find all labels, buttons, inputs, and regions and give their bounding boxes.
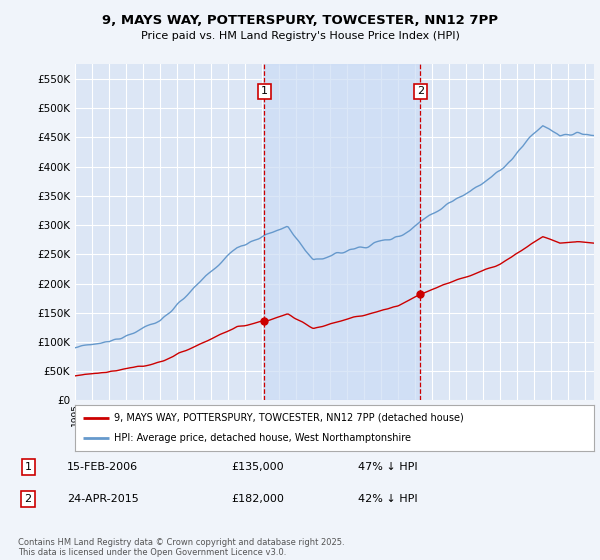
Text: HPI: Average price, detached house, West Northamptonshire: HPI: Average price, detached house, West… (114, 433, 411, 443)
Text: £135,000: £135,000 (231, 462, 284, 472)
Text: 2: 2 (25, 494, 32, 504)
Text: 24-APR-2015: 24-APR-2015 (67, 494, 139, 504)
Text: £182,000: £182,000 (231, 494, 284, 504)
Text: 1: 1 (25, 462, 32, 472)
Bar (265, 64, 421, 400)
Text: Contains HM Land Registry data © Crown copyright and database right 2025.
This d: Contains HM Land Registry data © Crown c… (18, 538, 344, 557)
Text: Price paid vs. HM Land Registry's House Price Index (HPI): Price paid vs. HM Land Registry's House … (140, 31, 460, 41)
Text: 15-FEB-2006: 15-FEB-2006 (67, 462, 138, 472)
Text: 9, MAYS WAY, POTTERSPURY, TOWCESTER, NN12 7PP: 9, MAYS WAY, POTTERSPURY, TOWCESTER, NN1… (102, 14, 498, 27)
Text: 1: 1 (261, 86, 268, 96)
Text: 9, MAYS WAY, POTTERSPURY, TOWCESTER, NN12 7PP (detached house): 9, MAYS WAY, POTTERSPURY, TOWCESTER, NN1… (114, 413, 464, 423)
Text: 42% ↓ HPI: 42% ↓ HPI (358, 494, 417, 504)
Text: 47% ↓ HPI: 47% ↓ HPI (358, 462, 417, 472)
Text: 2: 2 (417, 86, 424, 96)
